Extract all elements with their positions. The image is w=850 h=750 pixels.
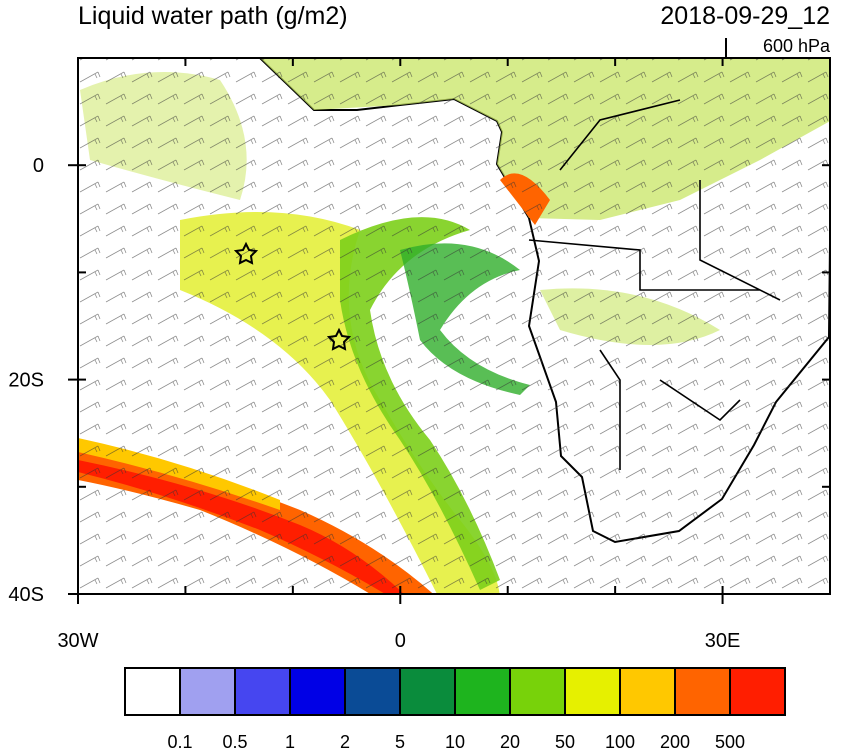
map-frame <box>77 57 831 595</box>
colorbar-label: 20 <box>500 732 520 750</box>
star-marker <box>326 327 352 351</box>
star-marker <box>233 241 259 265</box>
colorbar-label: 50 <box>555 732 575 750</box>
map-content <box>78 58 830 594</box>
colorbar-box <box>619 667 676 716</box>
lon-label: 30W <box>57 630 98 652</box>
colorbar-label: 1 <box>285 732 295 750</box>
colorbar-box <box>674 667 731 716</box>
colorbar-box <box>179 667 236 716</box>
colorbar-label: 0.1 <box>167 732 192 750</box>
colorbar-box <box>454 667 511 716</box>
colorbar-label: 200 <box>660 732 690 750</box>
title: Liquid water path (g/m2) <box>78 2 348 30</box>
colorbar-box <box>344 667 401 716</box>
colorbar-box <box>729 667 786 716</box>
colorbar-label: 10 <box>445 732 465 750</box>
colorbar-box <box>399 667 456 716</box>
colorbar-label: 100 <box>605 732 635 750</box>
colorbar-label: 0.5 <box>222 732 247 750</box>
lat-label: 0 <box>33 155 44 177</box>
colorbar-label: 500 <box>715 732 745 750</box>
colorbar-box <box>509 667 566 716</box>
borders <box>528 99 781 470</box>
wind-barbs <box>78 58 830 594</box>
lat-label: 20S <box>8 370 44 392</box>
colorbar-box <box>289 667 346 716</box>
lon-label: 30E <box>705 630 741 652</box>
colorbar-box <box>564 667 621 716</box>
colorbar-box <box>124 667 181 716</box>
lon-label: 0 <box>395 630 406 652</box>
colorbar-box <box>234 667 291 716</box>
level: 600 hPa <box>763 36 831 56</box>
colorbar-label: 2 <box>340 732 350 750</box>
lat-label: 40S <box>8 584 44 606</box>
date: 2018-09-29_12 <box>660 2 830 30</box>
colorbar-label: 5 <box>395 732 405 750</box>
